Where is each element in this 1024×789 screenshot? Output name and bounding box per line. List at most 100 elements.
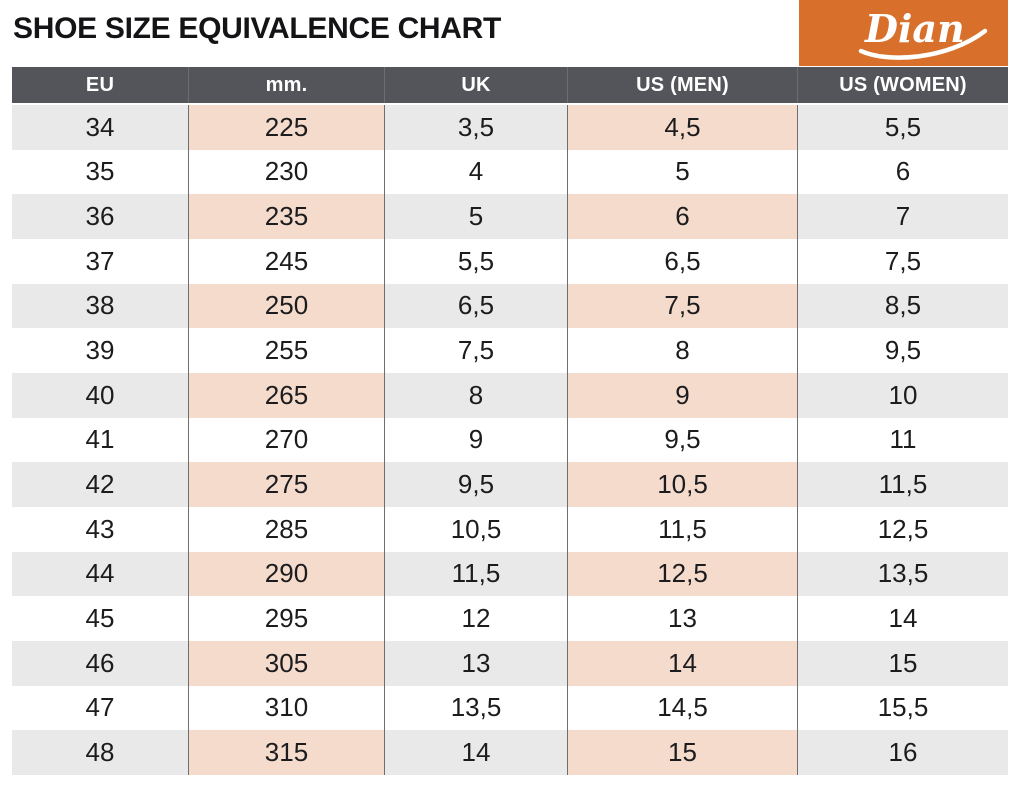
table-body: 34 225 3,5 4,5 5,5 35 230 4 5 6 36 235 5 6 7 37 245 5,5 6,… [12,105,1008,775]
table-cell: 13 [384,640,567,686]
table-cell: 11 [797,417,1008,463]
table-cell: 310 [188,685,384,731]
logo-text: Dian [864,6,965,51]
table-row: 40 265 8 9 10 [12,372,1008,418]
table-cell: 35 [12,149,188,195]
table-cell: 11,5 [384,551,567,597]
table-cell: 14 [567,640,797,686]
table-row: 45 295 12 13 14 [12,596,1008,641]
table-cell: 255 [188,328,384,373]
table-row: 47 310 13,5 14,5 15,5 [12,685,1008,731]
table-cell: 4,5 [567,105,797,150]
table-cell: 8 [567,328,797,373]
table-cell: 6 [567,194,797,239]
column-header-uk: UK [384,67,567,103]
table-cell: 6,5 [384,283,567,329]
table-cell: 250 [188,283,384,329]
table-cell: 15,5 [797,685,1008,731]
table-cell: 4 [384,149,567,195]
table-cell: 10,5 [567,462,797,507]
table-cell: 48 [12,730,188,775]
table-cell: 8,5 [797,283,1008,329]
table-cell: 34 [12,105,188,150]
dian-logo: Dian [858,6,988,60]
table-cell: 265 [188,372,384,418]
table-cell: 13,5 [384,685,567,731]
table-cell: 11,5 [567,506,797,552]
table-cell: 5 [384,194,567,239]
table-cell: 5 [567,149,797,195]
table-cell: 16 [797,730,1008,775]
table-cell: 10,5 [384,506,567,552]
table-cell: 13,5 [797,551,1008,597]
table-cell: 13 [567,596,797,641]
table-cell: 14 [384,730,567,775]
table-cell: 225 [188,105,384,150]
table-cell: 295 [188,596,384,641]
table-cell: 245 [188,238,384,284]
table-cell: 275 [188,462,384,507]
column-header-eu: EU [12,67,188,103]
column-header-us_women: US (WOMEN) [797,67,1008,103]
table-cell: 7,5 [567,283,797,329]
table-cell: 14 [797,596,1008,641]
table-cell: 7,5 [797,238,1008,284]
table-cell: 285 [188,506,384,552]
table-cell: 43 [12,506,188,552]
table-row: 34 225 3,5 4,5 5,5 [12,105,1008,150]
table-row: 48 315 14 15 16 [12,730,1008,775]
table-row: 44 290 11,5 12,5 13,5 [12,551,1008,597]
page-title: SHOE SIZE EQUIVALENCE CHART [13,12,502,45]
table-cell: 40 [12,372,188,418]
table-cell: 230 [188,149,384,195]
table-cell: 5,5 [797,105,1008,150]
table-cell: 36 [12,194,188,239]
table-row: 36 235 5 6 7 [12,194,1008,239]
table-cell: 46 [12,640,188,686]
brand-logo-box: Dian [799,0,1008,66]
table-cell: 38 [12,283,188,329]
logo-underline-swash [858,28,988,60]
table-cell: 39 [12,328,188,373]
table-row: 46 305 13 14 15 [12,640,1008,686]
table-cell: 12,5 [797,506,1008,552]
table-cell: 6 [797,149,1008,195]
table-cell: 9 [384,417,567,463]
table-cell: 7 [797,194,1008,239]
table-row: 41 270 9 9,5 11 [12,417,1008,463]
table-cell: 9,5 [384,462,567,507]
table-cell: 12,5 [567,551,797,597]
table-cell: 270 [188,417,384,463]
table-cell: 10 [797,372,1008,418]
table-cell: 12 [384,596,567,641]
table-cell: 305 [188,640,384,686]
table-cell: 7,5 [384,328,567,373]
table-cell: 45 [12,596,188,641]
table-cell: 6,5 [567,238,797,284]
table-cell: 37 [12,238,188,284]
table-cell: 315 [188,730,384,775]
table-cell: 9 [567,372,797,418]
table-cell: 47 [12,685,188,731]
table-row: 42 275 9,5 10,5 11,5 [12,462,1008,507]
table-cell: 3,5 [384,105,567,150]
table-cell: 15 [797,640,1008,686]
table-cell: 9,5 [797,328,1008,373]
size-table: EU mm. UK US (MEN) US (WOMEN) 34 225 3,5 4,5 5,5… [12,67,1008,775]
column-header-us_men: US (MEN) [567,67,797,103]
table-cell: 235 [188,194,384,239]
column-header-mm: mm. [188,67,384,103]
table-cell: 44 [12,551,188,597]
table-row: 43 285 10,5 11,5 12,5 [12,506,1008,552]
table-cell: 42 [12,462,188,507]
table-cell: 14,5 [567,685,797,731]
table-cell: 11,5 [797,462,1008,507]
table-cell: 41 [12,417,188,463]
table-cell: 290 [188,551,384,597]
table-row: 39 255 7,5 8 9,5 [12,328,1008,373]
table-cell: 9,5 [567,417,797,463]
table-row: 38 250 6,5 7,5 8,5 [12,283,1008,329]
table-cell: 15 [567,730,797,775]
table-row: 37 245 5,5 6,5 7,5 [12,238,1008,284]
table-cell: 5,5 [384,238,567,284]
